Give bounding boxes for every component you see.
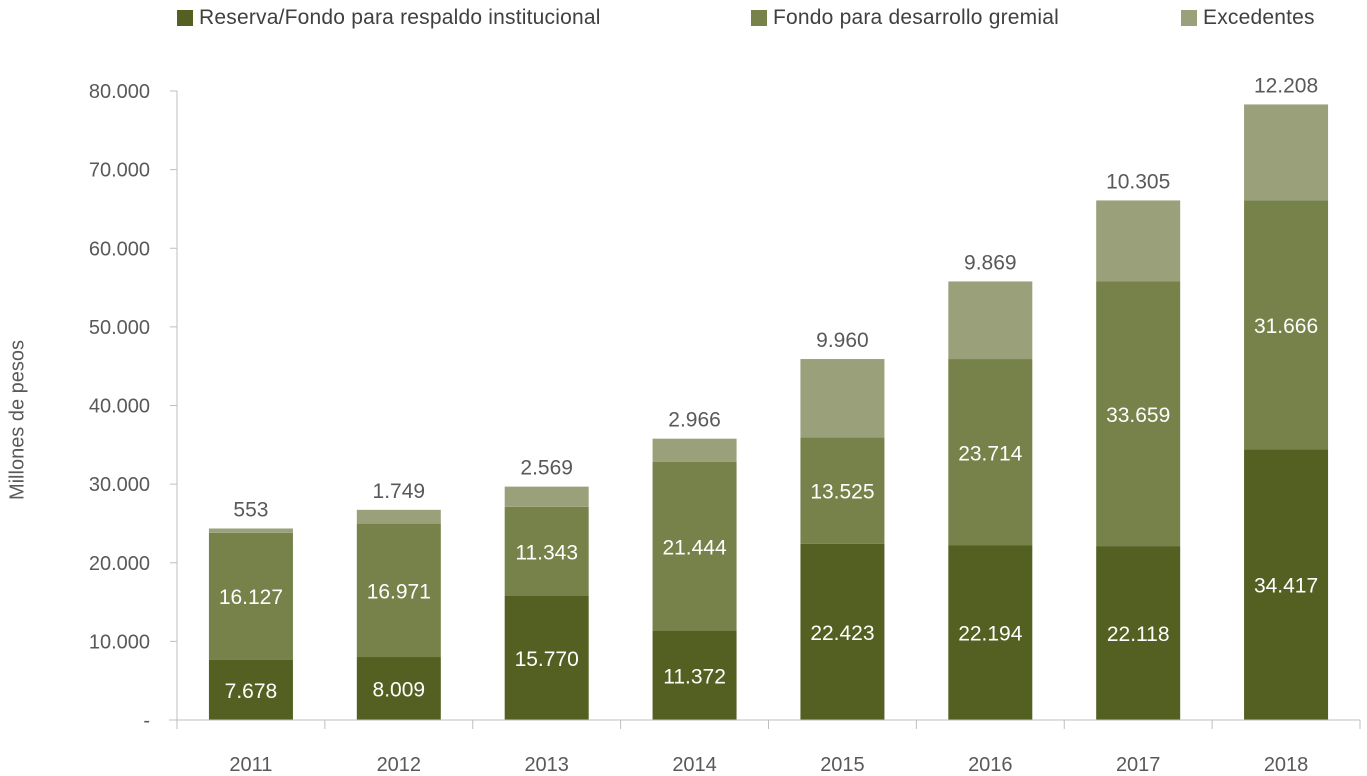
x-tick-label: 2016 <box>968 754 1013 776</box>
data-label: 16.971 <box>367 580 431 603</box>
labels-group: 7.678 16.127 553 2011 8.009 16.971 1.749 2012 15… <box>219 74 1318 776</box>
bar-segment-excedentes <box>1096 200 1181 282</box>
legend-label-reserva: Reserva/Fondo para respaldo instituciona… <box>199 6 601 29</box>
data-label: 2.569 <box>520 457 573 480</box>
data-label: 12.208 <box>1254 74 1318 97</box>
x-tick-label: 2018 <box>1264 754 1309 776</box>
data-label: 9.960 <box>816 329 869 352</box>
legend-swatch-excedentes <box>1181 10 1197 26</box>
legend-swatch-reserva <box>177 10 193 26</box>
x-tick-label: 2014 <box>672 754 717 776</box>
bar-segment-reserva <box>1244 449 1329 720</box>
bar-segment-fondo-gremial <box>356 523 441 658</box>
x-tick-label: 2013 <box>524 754 569 776</box>
bar-segment-reserva <box>948 545 1033 720</box>
bar-segment-reserva <box>652 630 737 720</box>
data-label: 34.417 <box>1254 575 1318 598</box>
bar-segment-reserva <box>208 659 293 720</box>
y-tick-label: 60.000 <box>89 238 150 260</box>
legend-item-reserva: Reserva/Fondo para respaldo instituciona… <box>177 6 601 30</box>
y-tick-label: 30.000 <box>89 474 150 496</box>
data-label: 8.009 <box>373 679 426 702</box>
x-tick-label: 2015 <box>820 754 865 776</box>
legend-label-excedentes: Excedentes <box>1203 6 1315 29</box>
bar-segment-excedentes <box>652 438 737 462</box>
y-tick-label: 10.000 <box>89 631 150 653</box>
y-tick-label: 20.000 <box>89 553 150 575</box>
data-label: 2.966 <box>668 409 721 432</box>
x-tick-label: 2011 <box>229 754 272 776</box>
bar-segment-fondo-gremial <box>652 461 737 631</box>
bar-segment-excedentes <box>356 509 441 524</box>
bar-segment-fondo-gremial <box>1096 281 1181 547</box>
data-label: 31.666 <box>1254 315 1318 338</box>
data-label: 21.444 <box>662 536 727 559</box>
bar-segment-excedentes <box>1244 104 1329 201</box>
legend-swatch-fondo-gremial <box>751 10 767 26</box>
bar-segment-fondo-gremial <box>208 532 293 660</box>
bar-segment-excedentes <box>948 281 1033 360</box>
bar-segment-reserva <box>800 543 885 720</box>
bar-segment-fondo-gremial <box>948 359 1033 546</box>
data-label: 553 <box>233 498 268 521</box>
legend-label-fondo-gremial: Fondo para desarrollo gremial <box>773 6 1059 29</box>
bar-segment-excedentes <box>800 359 885 438</box>
data-label: 16.127 <box>219 586 283 609</box>
data-label: 22.194 <box>958 623 1023 646</box>
x-tick-label: 2017 <box>1116 754 1161 776</box>
bar-segment-fondo-gremial <box>1244 200 1329 450</box>
y-tick-label: - <box>143 710 150 732</box>
data-label: 7.678 <box>225 680 278 703</box>
data-label: 33.659 <box>1106 404 1170 427</box>
bar-segment-reserva <box>356 657 441 720</box>
bar-segment-excedentes <box>504 486 589 507</box>
bar-segment-excedentes <box>208 528 293 533</box>
y-tick-label: 40.000 <box>89 396 150 418</box>
axes-group: - 10.000 20.000 30.000 40.000 50.000 60.000 70.… <box>89 81 1361 732</box>
x-tick-label: 2012 <box>377 754 422 776</box>
y-tick-label: 70.000 <box>89 160 150 182</box>
data-label: 1.749 <box>373 480 426 503</box>
legend-item-excedentes: Excedentes <box>1181 6 1315 30</box>
data-label: 11.343 <box>515 541 578 564</box>
bar-segment-reserva <box>504 596 589 720</box>
legend: Reserva/Fondo para respaldo instituciona… <box>0 6 1367 34</box>
data-label: 9.869 <box>964 251 1017 274</box>
data-label: 22.118 <box>1107 623 1170 646</box>
bar-segment-reserva <box>1096 546 1181 720</box>
data-label: 15.770 <box>515 648 579 671</box>
data-label: 22.423 <box>810 622 874 645</box>
y-tick-label: 80.000 <box>89 81 150 103</box>
bar-segment-fondo-gremial <box>800 437 885 544</box>
bar-segment-fondo-gremial <box>504 506 589 597</box>
data-label: 10.305 <box>1106 170 1170 193</box>
legend-item-fondo-gremial: Fondo para desarrollo gremial <box>751 6 1059 30</box>
bars-group <box>208 104 1329 720</box>
data-label: 11.372 <box>663 665 726 688</box>
y-tick-label: 50.000 <box>89 317 150 339</box>
data-label: 23.714 <box>958 442 1023 465</box>
data-label: 13.525 <box>810 481 874 504</box>
